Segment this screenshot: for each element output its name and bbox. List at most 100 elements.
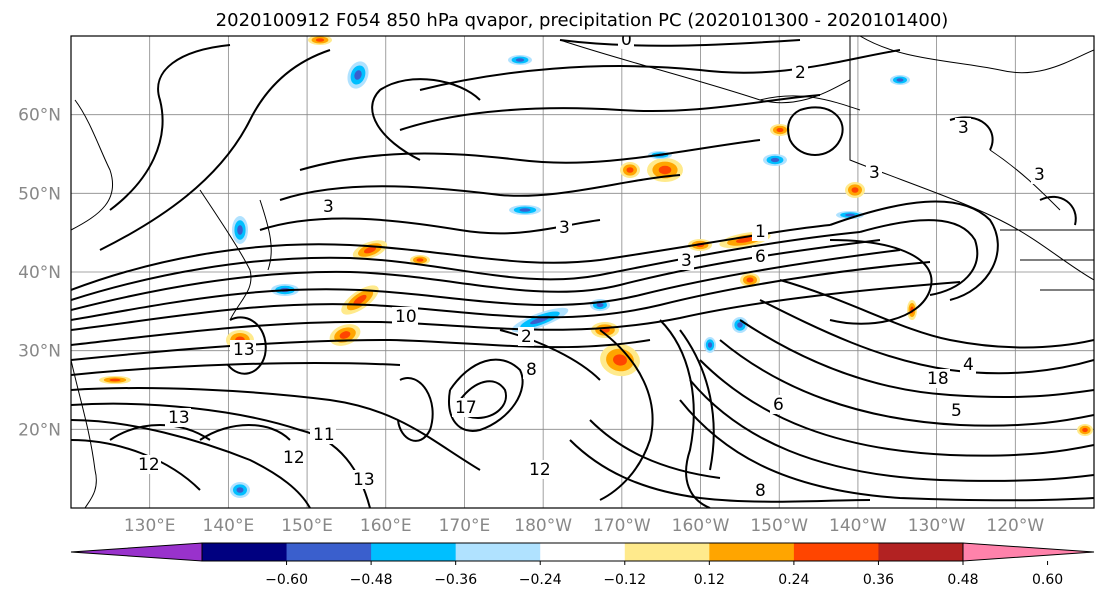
contour-label-bg bbox=[866, 163, 882, 182]
contour-line bbox=[689, 379, 1094, 482]
contour-label: 17 bbox=[455, 398, 477, 418]
contour-line bbox=[227, 316, 267, 375]
contour-line bbox=[71, 231, 861, 301]
colorbar-tick-label: 0.24 bbox=[778, 572, 809, 588]
contour-label-bg bbox=[165, 408, 191, 427]
longitude-tick-label: 160°W bbox=[672, 516, 730, 536]
contour-line bbox=[1039, 195, 1077, 226]
contour-label-bg bbox=[948, 401, 964, 420]
colorbar-bin bbox=[793, 543, 879, 561]
colorbar-tick-label: −0.24 bbox=[519, 572, 562, 588]
colorbar-frame bbox=[201, 542, 964, 562]
contour-line bbox=[199, 424, 291, 441]
contour-label-bg bbox=[320, 197, 336, 216]
latitude-tick-label: 20°N bbox=[18, 420, 61, 440]
coastline bbox=[259, 199, 272, 271]
contour-line bbox=[419, 49, 901, 91]
precip-anomaly-cell bbox=[1077, 424, 1093, 436]
contour-line bbox=[679, 329, 715, 471]
map-frame bbox=[70, 35, 1095, 509]
contour-label-bg bbox=[518, 327, 534, 346]
latitude-tick-label: 60°N bbox=[18, 106, 61, 126]
contour-line bbox=[448, 358, 524, 432]
contour-label: 18 bbox=[927, 369, 949, 389]
contour-line bbox=[299, 139, 761, 171]
precip-cell-core bbox=[364, 246, 376, 254]
colorbar-bin bbox=[624, 543, 710, 561]
longitude-tick-label: 140°E bbox=[203, 516, 255, 536]
contour-label-bg bbox=[310, 425, 336, 444]
contour-line bbox=[71, 338, 651, 361]
contour-label-bg bbox=[135, 455, 161, 474]
contour-line bbox=[71, 419, 311, 508]
contour-line bbox=[109, 44, 231, 211]
contour-label-bg bbox=[924, 369, 950, 388]
precip-cell-core bbox=[776, 127, 784, 133]
precip-anomaly-cell bbox=[732, 317, 748, 333]
contour-label: 3 bbox=[869, 163, 880, 183]
precip-cell-core bbox=[746, 277, 754, 283]
contour-label-bg bbox=[752, 222, 768, 241]
contour-line bbox=[71, 261, 931, 331]
contour-line bbox=[569, 439, 871, 503]
precip-cell-core bbox=[519, 208, 531, 212]
longitude-tick-label: 160°E bbox=[360, 516, 412, 536]
contour-label: 8 bbox=[526, 360, 537, 380]
contour-line bbox=[859, 219, 979, 296]
coastline bbox=[989, 149, 1061, 211]
precip-anomaly-cell bbox=[770, 124, 790, 136]
contour-line bbox=[71, 439, 201, 491]
coastline bbox=[759, 95, 861, 111]
contour-line bbox=[739, 319, 1094, 399]
contour-line bbox=[71, 362, 401, 376]
contour-label: 5 bbox=[951, 401, 962, 421]
coastline bbox=[71, 99, 114, 231]
precip-cell-core bbox=[736, 237, 754, 243]
contour-label-bg bbox=[770, 395, 786, 414]
contour-line bbox=[71, 224, 831, 291]
precip-cell-core bbox=[896, 78, 904, 82]
contour-line bbox=[719, 339, 1094, 427]
precip-anomaly-cell bbox=[845, 182, 865, 198]
colorbar-tick-label: 0.12 bbox=[694, 572, 725, 588]
precip-cell-core bbox=[737, 322, 743, 328]
colorbar-bin bbox=[371, 543, 457, 561]
precip-cell-core bbox=[416, 258, 424, 262]
precip-cell-core bbox=[613, 354, 627, 366]
contour-line bbox=[99, 49, 331, 251]
colorbar-tick-label: −0.60 bbox=[265, 572, 308, 588]
precip-cell-core bbox=[707, 342, 713, 348]
precip-anomaly-cell bbox=[509, 205, 541, 215]
contour-line bbox=[779, 279, 1094, 349]
contour-label: 12 bbox=[283, 448, 305, 468]
colorbar-bin bbox=[202, 543, 288, 561]
contour-line bbox=[699, 359, 1094, 457]
precip-anomaly-cell bbox=[308, 36, 332, 45]
figure-title: 2020100912 F054 850 hPa qvapor, precipit… bbox=[216, 10, 949, 31]
contour-label: 6 bbox=[755, 247, 766, 267]
contour-label-bg bbox=[792, 63, 808, 82]
contour-line bbox=[499, 329, 601, 381]
map-panel: 0 2 3 3 3 3 3 3 1 6 2 8 10 11 12 12 13 13 13 17 185 4 6 8 12 130… bbox=[18, 30, 1095, 536]
precip-anomaly-cell bbox=[620, 162, 640, 178]
contour-line bbox=[949, 116, 994, 151]
coastlines bbox=[71, 36, 1094, 508]
contour-label: 6 bbox=[773, 395, 784, 415]
latitude-ticks: 60°N 50°N 40°N 30°N 20°N bbox=[18, 106, 61, 441]
contour-line bbox=[679, 399, 1094, 502]
qvapor-contours bbox=[71, 39, 1094, 508]
colorbar-extend-max bbox=[962, 542, 1095, 562]
precip-cell-core bbox=[515, 58, 525, 62]
precip-cell-core bbox=[354, 70, 362, 80]
contour-label: 3 bbox=[681, 251, 692, 271]
contour-line bbox=[279, 174, 681, 201]
longitude-tick-label: 180°W bbox=[514, 516, 572, 536]
contour-label: 0 bbox=[621, 30, 632, 50]
contour-line bbox=[397, 377, 434, 442]
contour-line bbox=[599, 329, 654, 501]
contour-label: 3 bbox=[559, 218, 570, 238]
colorbar: −0.60 −0.48 −0.36 −0.24 −0.12 0.12 0.24 0.36 0.4… bbox=[70, 542, 1095, 588]
colorbar-tick-label: −0.36 bbox=[434, 572, 477, 588]
contour-line bbox=[71, 387, 481, 471]
contour-line bbox=[829, 239, 933, 325]
